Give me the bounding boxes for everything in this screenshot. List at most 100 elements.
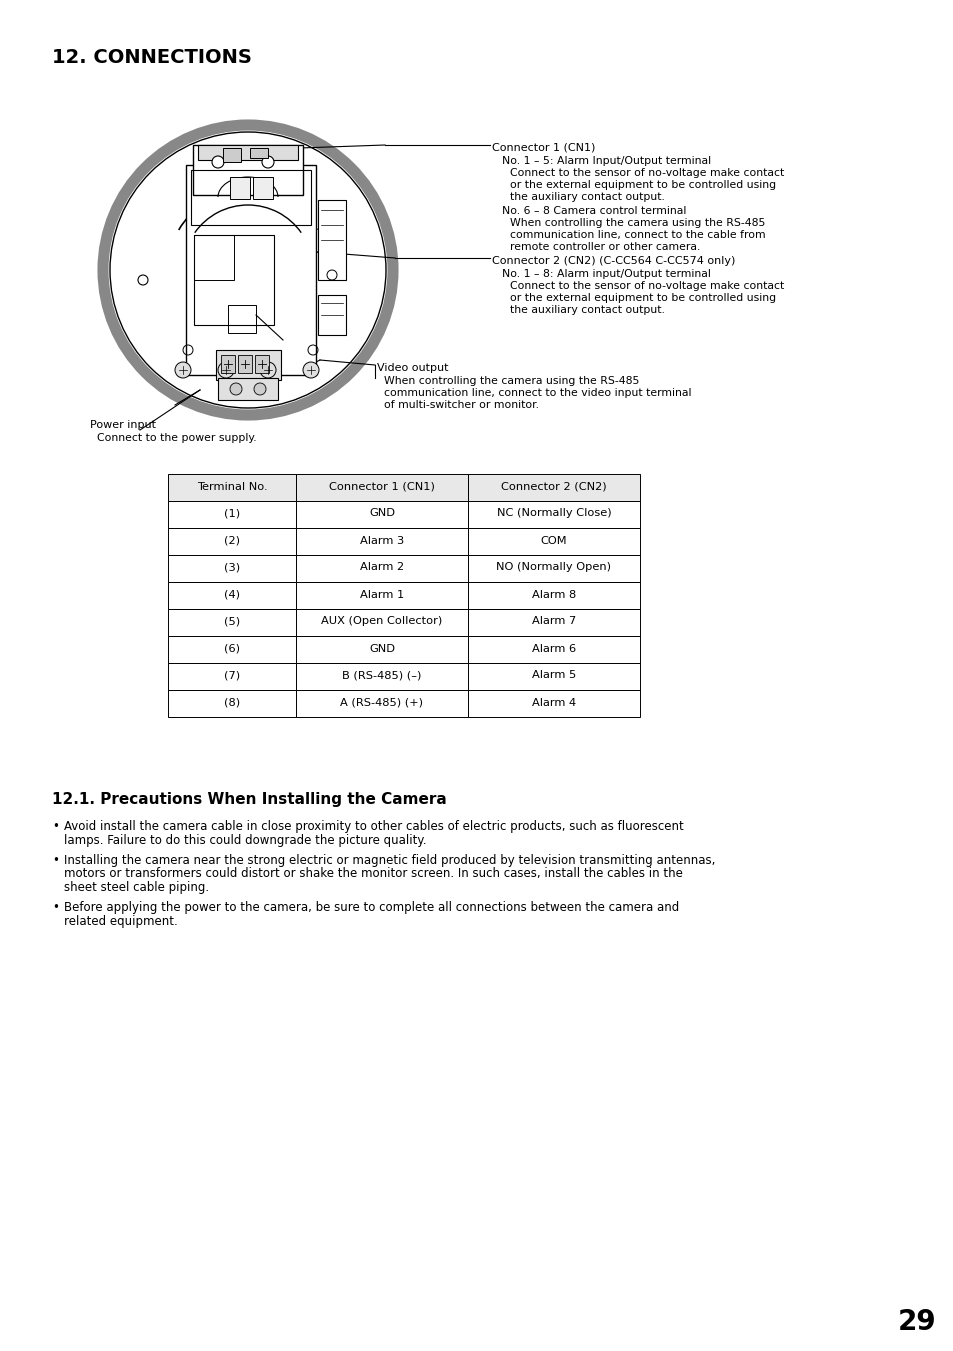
Text: (3): (3) xyxy=(224,562,240,573)
Text: Alarm 1: Alarm 1 xyxy=(359,589,404,600)
Text: No. 6 – 8 Camera control terminal: No. 6 – 8 Camera control terminal xyxy=(501,205,685,216)
Text: Connector 1 (CN1): Connector 1 (CN1) xyxy=(492,143,595,153)
Circle shape xyxy=(212,155,224,168)
Bar xyxy=(193,235,274,326)
Bar xyxy=(468,609,639,636)
Text: or the external equipment to be controlled using: or the external equipment to be controll… xyxy=(510,293,776,303)
Bar xyxy=(468,636,639,663)
Text: the auxiliary contact output.: the auxiliary contact output. xyxy=(510,305,664,315)
Text: Connect to the sensor of no-voltage make contact: Connect to the sensor of no-voltage make… xyxy=(510,281,783,290)
Bar xyxy=(228,305,255,332)
Bar xyxy=(295,474,468,501)
Text: (2): (2) xyxy=(224,535,240,546)
Text: Power input: Power input xyxy=(90,420,156,430)
Text: Connector 1 (CN1): Connector 1 (CN1) xyxy=(329,481,435,492)
Bar xyxy=(254,355,269,373)
Bar xyxy=(191,170,311,226)
Text: No. 1 – 8: Alarm input/Output terminal: No. 1 – 8: Alarm input/Output terminal xyxy=(501,269,710,280)
Bar xyxy=(215,350,281,380)
Bar xyxy=(317,200,346,280)
Circle shape xyxy=(253,382,266,394)
Text: When controlling the camera using the RS-485: When controlling the camera using the RS… xyxy=(510,218,764,228)
Bar xyxy=(168,501,295,528)
Text: lamps. Failure to do this could downgrade the picture quality.: lamps. Failure to do this could downgrad… xyxy=(64,834,426,847)
Circle shape xyxy=(230,382,242,394)
Text: related equipment.: related equipment. xyxy=(64,915,177,928)
Bar xyxy=(168,690,295,717)
Text: of multi-switcher or monitor.: of multi-switcher or monitor. xyxy=(376,400,538,409)
Bar xyxy=(186,165,315,376)
Text: •: • xyxy=(52,901,59,915)
Bar xyxy=(218,378,277,400)
Text: Alarm 7: Alarm 7 xyxy=(532,616,576,627)
Text: Alarm 2: Alarm 2 xyxy=(359,562,404,573)
Text: Connect to the sensor of no-voltage make contact: Connect to the sensor of no-voltage make… xyxy=(510,168,783,178)
Text: (1): (1) xyxy=(224,508,240,519)
Text: Avoid install the camera cable in close proximity to other cables of electric pr: Avoid install the camera cable in close … xyxy=(64,820,683,834)
Text: Connector 2 (CN2) (C-CC564 C-CC574 only): Connector 2 (CN2) (C-CC564 C-CC574 only) xyxy=(492,255,735,266)
Bar xyxy=(295,528,468,555)
Text: GND: GND xyxy=(369,508,395,519)
Text: or the external equipment to be controlled using: or the external equipment to be controll… xyxy=(510,180,776,190)
Bar xyxy=(168,609,295,636)
Text: •: • xyxy=(52,854,59,866)
Bar xyxy=(168,555,295,582)
Circle shape xyxy=(303,362,318,378)
Text: GND: GND xyxy=(369,643,395,654)
Text: motors or transformers could distort or shake the monitor screen. In such cases,: motors or transformers could distort or … xyxy=(64,867,682,881)
Text: B (RS-485) (–): B (RS-485) (–) xyxy=(342,670,421,681)
Bar xyxy=(468,663,639,690)
Bar xyxy=(168,636,295,663)
Text: Alarm 5: Alarm 5 xyxy=(532,670,576,681)
Text: Connect to the power supply.: Connect to the power supply. xyxy=(90,434,256,443)
Circle shape xyxy=(174,362,191,378)
Bar xyxy=(295,663,468,690)
Bar xyxy=(468,501,639,528)
Bar xyxy=(193,145,303,195)
Bar xyxy=(468,555,639,582)
Circle shape xyxy=(218,362,233,378)
Text: remote controller or other camera.: remote controller or other camera. xyxy=(510,242,700,253)
Bar xyxy=(168,663,295,690)
Text: NC (Normally Close): NC (Normally Close) xyxy=(497,508,611,519)
Text: COM: COM xyxy=(540,535,567,546)
Bar xyxy=(237,355,252,373)
Text: 12.1. Precautions When Installing the Camera: 12.1. Precautions When Installing the Ca… xyxy=(52,792,446,807)
Bar xyxy=(295,501,468,528)
Bar xyxy=(468,474,639,501)
Bar xyxy=(295,609,468,636)
Text: Alarm 8: Alarm 8 xyxy=(532,589,576,600)
Text: the auxiliary contact output.: the auxiliary contact output. xyxy=(510,192,664,203)
Text: 29: 29 xyxy=(897,1308,936,1336)
Text: Video output: Video output xyxy=(376,363,448,373)
Bar xyxy=(295,555,468,582)
Text: 12. CONNECTIONS: 12. CONNECTIONS xyxy=(52,49,252,68)
Text: A (RS-485) (+): A (RS-485) (+) xyxy=(340,697,423,708)
Text: communication line, connect to the cable from: communication line, connect to the cable… xyxy=(510,230,765,240)
Bar xyxy=(295,582,468,609)
Text: Before applying the power to the camera, be sure to complete all connections bet: Before applying the power to the camera,… xyxy=(64,901,679,915)
Text: (7): (7) xyxy=(224,670,240,681)
Circle shape xyxy=(260,362,275,378)
Bar xyxy=(468,528,639,555)
Text: AUX (Open Collector): AUX (Open Collector) xyxy=(321,616,442,627)
Text: (5): (5) xyxy=(224,616,240,627)
Text: When controlling the camera using the RS-485: When controlling the camera using the RS… xyxy=(376,376,639,386)
Circle shape xyxy=(262,155,274,168)
Text: Alarm 4: Alarm 4 xyxy=(532,697,576,708)
Bar xyxy=(317,295,346,335)
Bar xyxy=(468,582,639,609)
Text: (6): (6) xyxy=(224,643,240,654)
Circle shape xyxy=(103,126,393,415)
Text: Installing the camera near the strong electric or magnetic field produced by tel: Installing the camera near the strong el… xyxy=(64,854,715,866)
Bar xyxy=(295,690,468,717)
Bar xyxy=(168,582,295,609)
Text: sheet steel cable piping.: sheet steel cable piping. xyxy=(64,881,209,894)
Bar xyxy=(168,474,295,501)
Bar xyxy=(223,149,241,162)
Text: (4): (4) xyxy=(224,589,240,600)
Text: NO (Normally Open): NO (Normally Open) xyxy=(496,562,611,573)
Text: (8): (8) xyxy=(224,697,240,708)
Text: Alarm 6: Alarm 6 xyxy=(532,643,576,654)
Bar xyxy=(198,145,297,159)
